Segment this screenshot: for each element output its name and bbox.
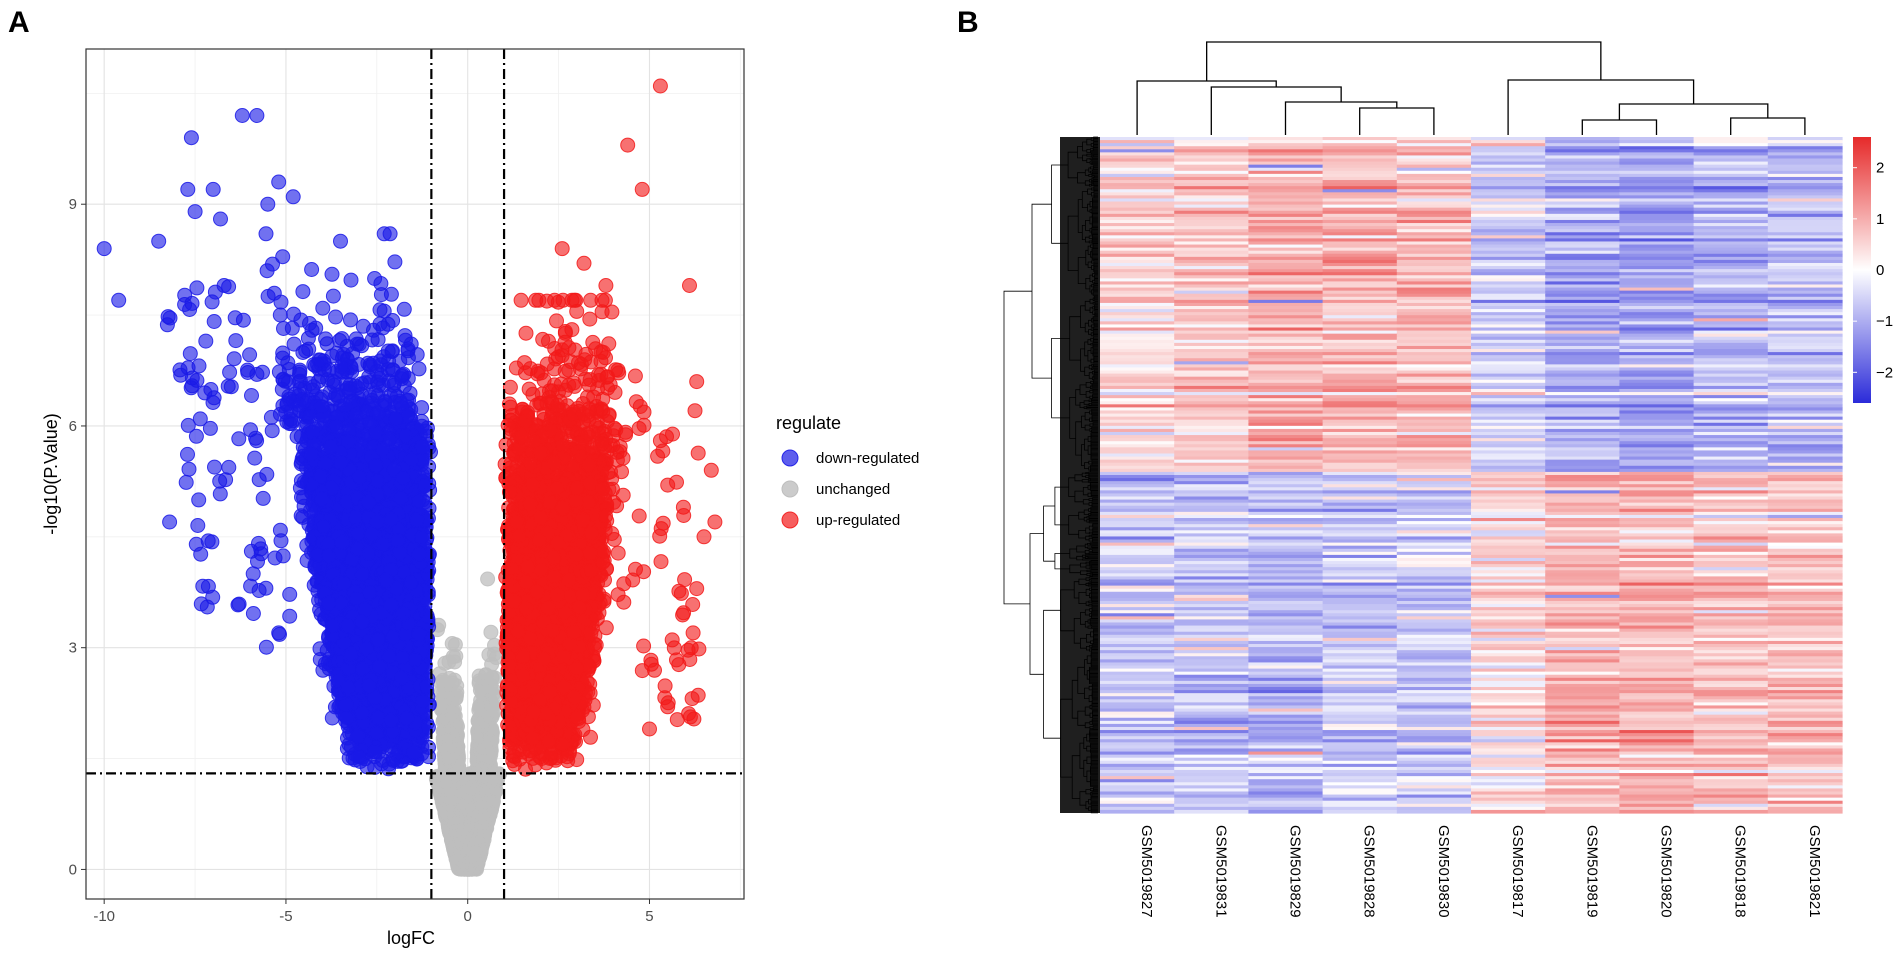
point-unchanged — [482, 648, 496, 662]
point-down — [319, 332, 333, 346]
point-unchanged — [480, 800, 494, 814]
point-unchanged — [488, 768, 502, 782]
point-down — [305, 263, 319, 277]
point-unchanged — [486, 682, 500, 696]
point-down — [329, 310, 343, 324]
point-unchanged — [443, 799, 457, 813]
point-unchanged — [438, 739, 452, 753]
point-unchanged — [475, 763, 489, 777]
point-unchanged — [439, 776, 453, 790]
point-unchanged — [438, 656, 452, 670]
point-unchanged — [449, 723, 463, 737]
point-unchanged — [469, 817, 483, 831]
point-unchanged — [445, 637, 459, 651]
point-down — [316, 301, 330, 315]
point-unchanged — [450, 689, 464, 703]
panel-label-a: A — [8, 6, 30, 39]
point-unchanged — [474, 832, 488, 846]
point-unchanged — [437, 713, 451, 727]
point-unchanged — [436, 693, 450, 707]
point-unchanged — [479, 668, 493, 682]
point-unchanged — [476, 785, 490, 799]
point-down — [388, 255, 402, 269]
point-unchanged — [476, 714, 490, 728]
point-unchanged — [474, 693, 488, 707]
point-unchanged — [484, 625, 498, 639]
point-unchanged — [459, 847, 473, 861]
point-unchanged — [489, 784, 503, 798]
point-unchanged — [481, 572, 495, 586]
figure: A -10 -5 0 50369 logFC -log10(P.Value) regu… — [0, 0, 1901, 955]
point-unchanged — [468, 860, 482, 874]
point-unchanged — [437, 677, 451, 691]
